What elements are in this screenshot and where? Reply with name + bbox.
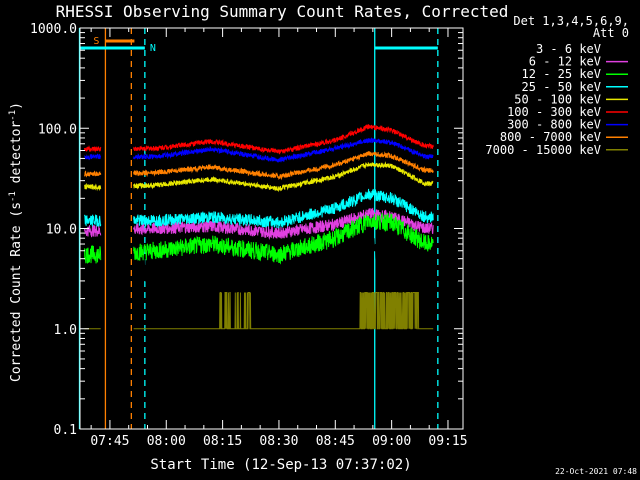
y-tick-label: 10.0	[46, 223, 77, 238]
series-line	[84, 137, 434, 163]
series-lines	[84, 123, 434, 330]
x-tick-label: 07:45	[90, 434, 129, 449]
legend-header-line1: Det 1,3,4,5,6,9,	[513, 14, 629, 28]
chart-title: RHESSI Observing Summary Count Rates, Co…	[56, 2, 509, 21]
y-axis-label-main: Corrected Count Rate (s	[9, 202, 24, 382]
series-line	[84, 238, 434, 300]
y-tick-label: 1.0	[54, 323, 77, 338]
y-axis-label-end: )	[9, 102, 24, 110]
y-axis-label-sup1: -1	[8, 191, 18, 202]
series-line	[84, 150, 434, 181]
y-axis-label-mid: detector	[9, 121, 24, 192]
x-tick-label: 09:15	[428, 434, 467, 449]
legend-label: 800 - 7000 keV	[500, 130, 601, 144]
legend-label: 300 - 800 keV	[507, 118, 601, 132]
y-tick-label: 1000.0	[30, 22, 77, 37]
legend-label: 50 - 100 keV	[514, 92, 601, 106]
x-tick-label: 08:30	[259, 434, 298, 449]
y-axis-label: Corrected Count Rate (s-1 detector-1)	[8, 102, 24, 382]
series-line	[84, 123, 434, 155]
x-tick-label: 08:15	[203, 434, 242, 449]
legend-label: 25 - 50 keV	[522, 80, 601, 94]
x-tick-label: 08:00	[147, 434, 186, 449]
legend-label: 6 - 12 keV	[529, 55, 601, 69]
y-axis-label-sup2: -1	[8, 110, 18, 121]
y-axis: 0.1 1.0 10.0 100.0 1000.0	[30, 22, 463, 438]
legend-label: 7000 - 15000 keV	[485, 143, 601, 157]
x-axis-label: Start Time (12-Sep-13 07:37:02)	[150, 457, 411, 473]
y-tick-label: 100.0	[38, 122, 77, 137]
series-line	[84, 188, 434, 229]
series-line	[84, 161, 434, 193]
series-line	[84, 212, 434, 265]
legend-label: 12 - 25 keV	[522, 67, 601, 81]
legend-header-line2: Att 0	[593, 26, 629, 40]
x-tick-label: 08:45	[316, 434, 355, 449]
saa-label: S	[93, 36, 99, 47]
legend-label: 100 - 300 keV	[507, 105, 601, 119]
x-axis: 07:45 08:00 08:15 08:30 08:45 09:00 09:15	[90, 28, 468, 449]
x-tick-label: 09:00	[372, 434, 411, 449]
legend-label: 3 - 6 keV	[536, 42, 601, 56]
y-tick-label: 0.1	[54, 423, 77, 438]
night-label: N	[150, 43, 156, 54]
interval-markers: SN	[78, 28, 439, 429]
footer-date: 22-Oct-2021 07:48	[555, 467, 637, 476]
